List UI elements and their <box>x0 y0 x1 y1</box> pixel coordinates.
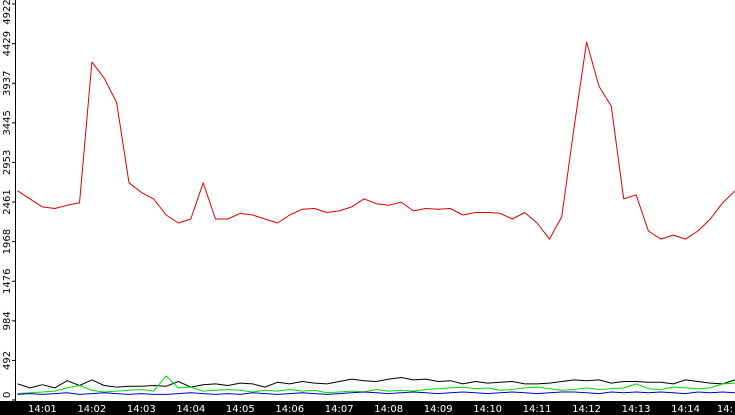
y-tick-label: 4429 <box>2 31 13 56</box>
y-tick-label: 2953 <box>2 150 13 175</box>
x-tick-label: 14:06 <box>275 404 304 415</box>
y-tick-label: 0 <box>2 392 13 398</box>
y-tick-label: 492 <box>2 351 13 370</box>
y-axis-band <box>0 0 16 415</box>
y-tick-label: 2461 <box>2 189 13 214</box>
series-line-2 <box>17 375 735 395</box>
x-tick-label: 14:10 <box>473 404 502 415</box>
series-line-0 <box>17 41 735 240</box>
y-tick-label: 3937 <box>2 71 13 96</box>
series-line-1 <box>17 377 735 389</box>
series-layer <box>17 41 735 395</box>
x-axis-bar <box>0 401 735 415</box>
x-tick-label: 14: <box>717 404 733 415</box>
y-tick-label: 3445 <box>2 110 13 135</box>
x-tick-label: 14:05 <box>226 404 255 415</box>
x-tick-label: 14:03 <box>127 404 156 415</box>
x-tick-label: 14:13 <box>622 404 651 415</box>
x-tick-label: 14:01 <box>28 404 57 415</box>
x-tick-label: 14:07 <box>325 404 354 415</box>
x-tick-label: 14:09 <box>424 404 453 415</box>
x-tick-label: 14:08 <box>374 404 403 415</box>
y-axis-ticks: 0 492 984 1476 1968 2461 2953 3445 3937 4429 4922 <box>2 0 16 401</box>
x-tick-label: 14:14 <box>671 404 700 415</box>
series-line-3 <box>17 391 735 395</box>
y-tick-label: 1968 <box>2 229 13 254</box>
x-tick-label: 14:04 <box>176 404 205 415</box>
y-tick-label: 4922 <box>2 0 13 25</box>
x-tick-label: 14:11 <box>523 404 552 415</box>
x-tick-label: 14:02 <box>77 404 106 415</box>
x-tick-label: 14:12 <box>572 404 601 415</box>
y-tick-label: 1476 <box>2 269 13 294</box>
y-tick-label: 984 <box>2 311 13 330</box>
x-axis-ticks: 14:01 14:02 14:03 14:04 14:05 14:06 14:07 14:08… <box>28 404 733 415</box>
